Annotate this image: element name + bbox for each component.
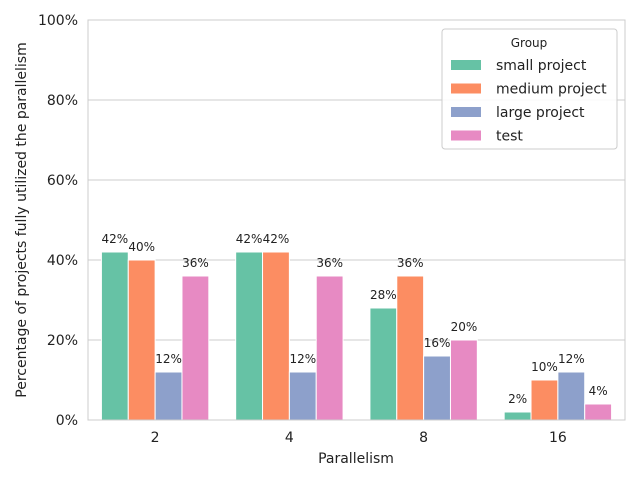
x-tick-label: 16 [549, 430, 567, 446]
bar-value-label: 12% [155, 352, 182, 366]
bar-value-label: 36% [316, 256, 343, 270]
y-axis-ticks: 0% 20% 40% 60% 80% 100% [38, 13, 78, 429]
y-tick-label: 0% [56, 413, 78, 429]
bar-value-label: 12% [558, 352, 585, 366]
bar-labels: 42%40%12%36%42% 42%12%36%28%36%16%20%2%10… [102, 232, 608, 406]
bar-value-label: 2% [508, 392, 527, 406]
x-tick-label: 2 [151, 430, 160, 446]
bar-value-label: 12% [289, 352, 316, 366]
bar-medium-project-8[interactable] [396, 275, 425, 421]
bar-large-project-16[interactable] [557, 371, 586, 421]
bar-value-label: 20% [451, 320, 478, 334]
x-axis-label: Parallelism [318, 451, 394, 467]
bar-test-4[interactable] [315, 275, 344, 421]
legend-swatch [451, 83, 481, 94]
bar-medium-project-16[interactable] [530, 379, 559, 421]
bar-small-project-8[interactable] [369, 307, 398, 421]
legend-swatch [451, 60, 481, 70]
bar-test-2[interactable] [181, 275, 210, 421]
bars [100, 251, 613, 421]
bar-value-label: 42% [263, 232, 290, 246]
bar-small-project-4[interactable] [235, 251, 264, 421]
bar-value-label: 36% [182, 256, 209, 270]
bar-test-8[interactable] [449, 339, 478, 421]
y-tick-label: 60% [47, 173, 78, 189]
y-tick-label: 100% [38, 13, 78, 29]
bar-medium-project-2[interactable] [127, 259, 156, 421]
legend-label: test [496, 129, 523, 145]
bar-value-label: 40% [128, 240, 155, 254]
bar-value-label: 28% [370, 288, 397, 302]
y-tick-label: 80% [47, 93, 78, 109]
legend-swatch [451, 130, 481, 141]
legend-label: medium project [496, 82, 607, 98]
y-tick-label: 20% [47, 333, 78, 349]
y-tick-label: 40% [47, 253, 78, 269]
x-axis-ticks: 2 4 8 16 [151, 430, 567, 446]
legend-label: small project [496, 58, 587, 74]
x-tick-label: 8 [419, 430, 428, 446]
bar-medium-project-4[interactable] [262, 251, 290, 421]
y-axis-label: Percentage of projects fully utilized th… [14, 42, 30, 397]
legend-swatch [451, 107, 481, 117]
legend-label: large project [496, 105, 585, 121]
bar-value-label: 4% [589, 384, 608, 398]
bar-value-label: 10% [531, 360, 558, 374]
bar-large-project-8[interactable] [423, 355, 451, 421]
bar-large-project-4[interactable] [288, 371, 317, 421]
bar-value-label: 36% [397, 256, 424, 270]
x-tick-label: 4 [285, 430, 294, 446]
plot-frame [87, 19, 626, 421]
bar-small-project-16[interactable] [503, 411, 532, 421]
bar-value-label: 16% [424, 336, 451, 350]
bar-value-label: 42% [102, 232, 129, 246]
bar-value-label: 42% [236, 232, 263, 246]
bar-large-project-2[interactable] [154, 371, 183, 421]
bar-small-project-2[interactable] [100, 251, 129, 421]
bar-test-16[interactable] [584, 403, 613, 421]
legend-box [441, 28, 618, 150]
legend-title: Group [511, 36, 548, 50]
legend[interactable]: Group small project medium project large p… [441, 28, 618, 150]
